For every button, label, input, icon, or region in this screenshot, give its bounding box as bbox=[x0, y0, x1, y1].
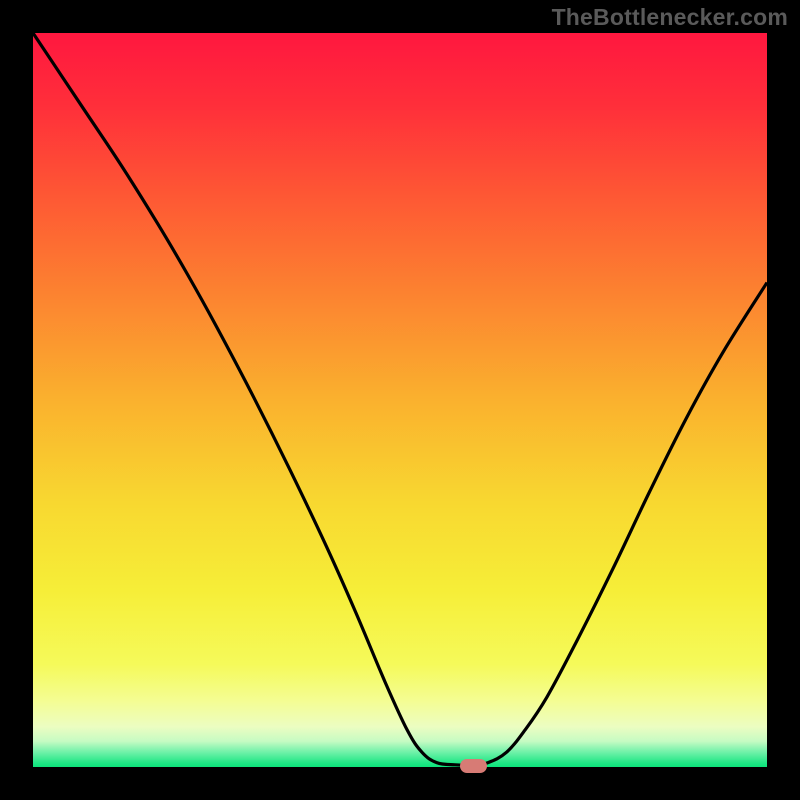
plot-svg bbox=[33, 33, 767, 767]
watermark-text: TheBottlenecker.com bbox=[552, 4, 788, 31]
plot-area bbox=[33, 33, 767, 767]
chart-container: TheBottlenecker.com bbox=[0, 0, 800, 800]
optimal-marker bbox=[460, 759, 487, 773]
plot-background bbox=[33, 33, 767, 767]
